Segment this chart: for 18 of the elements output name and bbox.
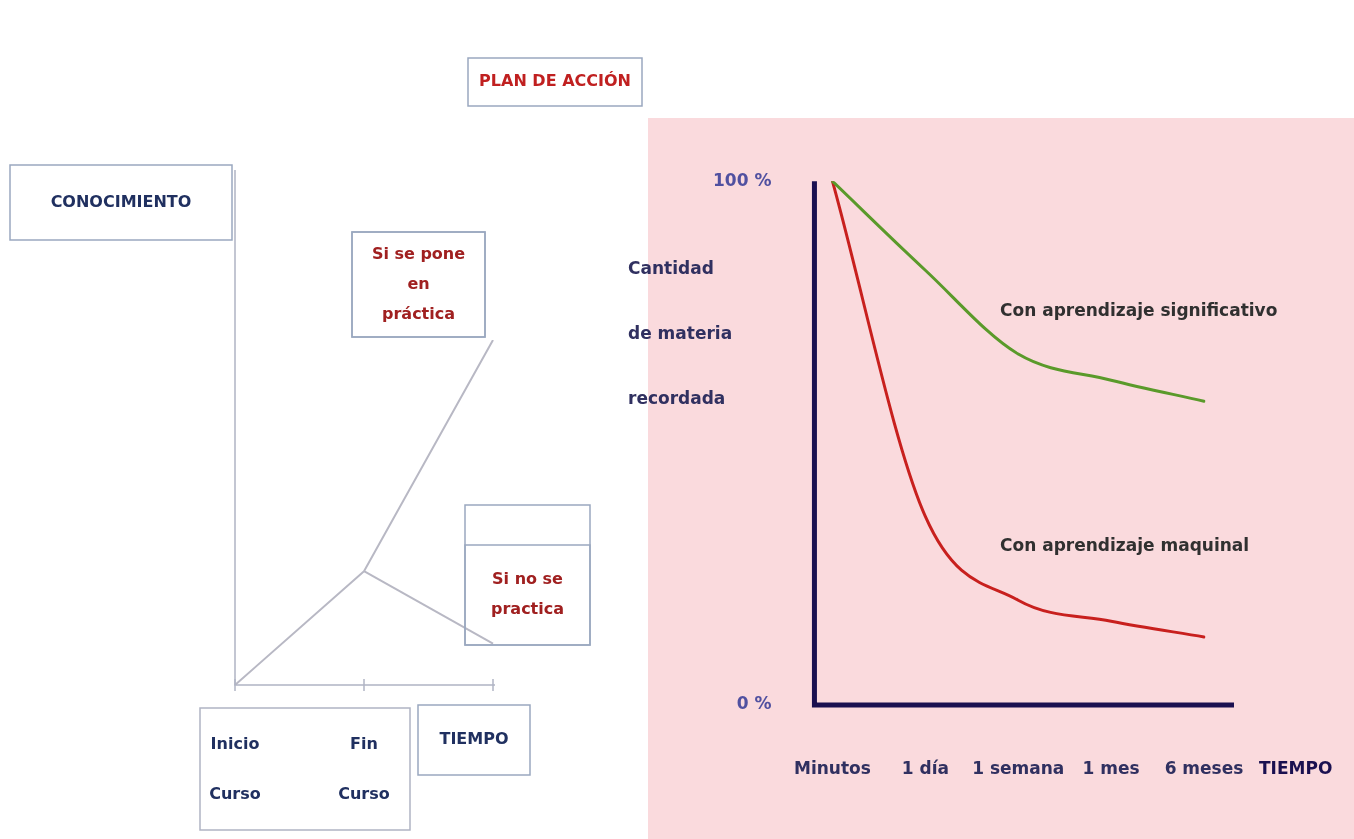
- x-tick-label: 1 semana: [972, 758, 1065, 779]
- series-label: Con aprendizaje significativo: [1000, 299, 1278, 320]
- category-label: Fin Curso: [338, 734, 390, 804]
- series-label: Si no se practica: [490, 569, 565, 619]
- y-axis-title: CONOCIMIENTO: [50, 191, 192, 211]
- text: Si se pone en práctica: [371, 243, 466, 323]
- x-tick-label: 1 mes: [1082, 758, 1140, 779]
- series-label: Con aprendizaje maquinal: [1000, 535, 1250, 556]
- y-tick-label: 0 %: [736, 693, 772, 714]
- x-axis-title: TIEMPO: [1259, 758, 1333, 779]
- x-tick-label: 1 día: [901, 758, 949, 779]
- category-label: Inicio Curso: [209, 734, 261, 804]
- x-axis-title: TIEMPO: [439, 729, 509, 749]
- x-tick-label: Minutos: [794, 758, 871, 779]
- x-tick-label: 6 meses: [1164, 758, 1244, 779]
- y-tick-label: 100 %: [713, 169, 772, 190]
- text: PLAN DE ACCIÓN: [479, 71, 631, 91]
- text: Cantidad de materia recordada: [628, 258, 733, 409]
